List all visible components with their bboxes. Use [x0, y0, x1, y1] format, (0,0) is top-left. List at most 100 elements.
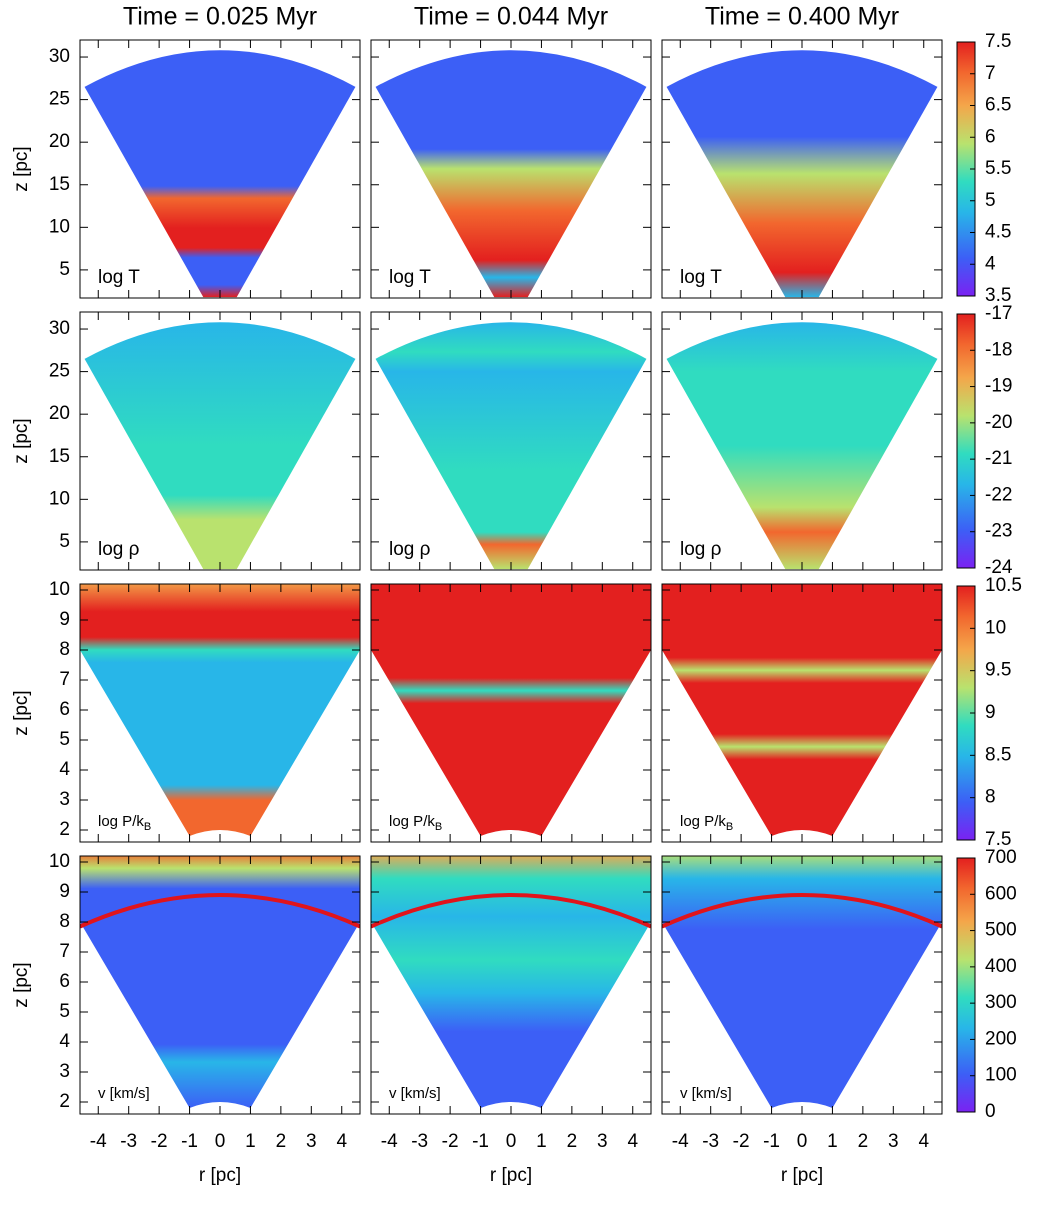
y-tick-label: 2: [59, 819, 70, 840]
x-tick-label: 3: [306, 1131, 317, 1152]
simulation-field: [80, 856, 360, 1108]
y-tick-label: 4: [59, 1031, 70, 1052]
x-tick-label: 4: [918, 1131, 929, 1152]
field-label: log P/kB: [98, 813, 151, 833]
x-tick-label: -3: [702, 1131, 719, 1152]
y-tick-label: 8: [59, 639, 70, 660]
y-tick-label: 5: [59, 531, 70, 552]
colorbar-tick-label: -22: [985, 484, 1012, 505]
simulation-field: [371, 856, 651, 1108]
x-tick-label: 0: [797, 1131, 808, 1152]
x-tick-label: 3: [597, 1131, 608, 1152]
field-label: v [km/s]: [680, 1085, 732, 1102]
field-label: log T: [680, 267, 722, 288]
colorbar-tick-label: -24: [985, 557, 1013, 578]
y-tick-label: 10: [49, 488, 70, 509]
y-axis-label: z [pc]: [11, 418, 32, 463]
shock-front: [80, 893, 360, 929]
column-title: Time = 0.400 Myr: [705, 3, 899, 31]
x-tick-label: 2: [567, 1131, 578, 1152]
x-tick-label: 3: [888, 1131, 899, 1152]
x-axis-label: r [pc]: [781, 1165, 823, 1186]
simulation-field: [662, 584, 942, 836]
x-tick-label: 0: [215, 1131, 226, 1152]
y-tick-label: 8: [59, 911, 70, 932]
x-axis-label: r [pc]: [490, 1165, 532, 1186]
y-tick-label: 20: [49, 131, 70, 152]
simulation-field: [375, 322, 647, 570]
x-tick-label: 1: [827, 1131, 838, 1152]
y-tick-label: 6: [59, 699, 70, 720]
colorbar-tick-label: 4: [985, 253, 996, 274]
x-tick-label: 1: [245, 1131, 256, 1152]
y-tick-label: 10: [49, 579, 70, 600]
y-tick-label: 10: [49, 216, 70, 237]
colorbar-tick-label: -21: [985, 448, 1012, 469]
colorbar-tick-label: 500: [985, 920, 1017, 941]
colorbar-tick-label: 3.5: [985, 285, 1011, 306]
y-tick-label: 20: [49, 403, 70, 424]
y-tick-label: 25: [49, 361, 70, 382]
colorbar-tick-label: 5.5: [985, 158, 1011, 179]
field-label: log P/kB: [680, 813, 733, 833]
x-tick-label: 4: [627, 1131, 638, 1152]
x-tick-label: -1: [472, 1131, 489, 1152]
x-tick-label: -3: [411, 1131, 428, 1152]
colorbar-tick-label: 400: [985, 956, 1017, 977]
y-axis-label: z [pc]: [11, 690, 32, 735]
colorbar-tick-label: 7: [985, 63, 996, 84]
field-label: log ρ: [389, 539, 431, 560]
y-axis-label: z [pc]: [11, 146, 32, 191]
y-tick-label: 25: [49, 89, 70, 110]
x-tick-label: -1: [181, 1131, 198, 1152]
colorbar-tick-label: 7.5: [985, 829, 1011, 850]
colorbar-tick-label: -18: [985, 339, 1012, 360]
colorbar-tick-label: -17: [985, 303, 1012, 324]
y-tick-label: 15: [49, 446, 70, 467]
x-axis-label: r [pc]: [199, 1165, 241, 1186]
shock-front: [662, 893, 942, 929]
colorbar-tick-label: 8: [985, 787, 996, 808]
simulation-field: [80, 584, 360, 836]
column-title: Time = 0.025 Myr: [123, 3, 317, 31]
colorbar-tick-label: 300: [985, 992, 1017, 1013]
colorbar-tick-label: 7.5: [985, 31, 1011, 52]
colorbar-tick-label: 200: [985, 1028, 1017, 1049]
y-tick-label: 7: [59, 941, 70, 962]
x-tick-label: -2: [442, 1131, 459, 1152]
simulation-field: [375, 50, 647, 298]
field-label: log T: [98, 267, 140, 288]
colorbar-tick-label: 5: [985, 190, 996, 211]
field-label: v [km/s]: [389, 1085, 441, 1102]
colorbar: [956, 857, 976, 1113]
x-tick-label: -4: [90, 1131, 107, 1152]
x-tick-label: 1: [536, 1131, 547, 1152]
x-tick-label: -2: [733, 1131, 750, 1152]
simulation-field: [666, 50, 938, 298]
simulation-field: [371, 584, 651, 836]
x-tick-label: -4: [381, 1131, 398, 1152]
simulation-field: [84, 50, 356, 298]
colorbar-tick-label: 9: [985, 702, 996, 723]
colorbar-tick-label: 600: [985, 883, 1017, 904]
simulation-field: [666, 322, 938, 570]
y-tick-label: 3: [59, 1061, 70, 1082]
colorbar-tick-label: 0: [985, 1101, 996, 1122]
colorbar-tick-label: 8.5: [985, 744, 1011, 765]
y-tick-label: 6: [59, 971, 70, 992]
field-label: log T: [389, 267, 431, 288]
colorbar-tick-label: 9.5: [985, 660, 1011, 681]
x-tick-label: -4: [672, 1131, 689, 1152]
colorbar-tick-label: -23: [985, 521, 1012, 542]
colorbar-tick-label: 100: [985, 1065, 1017, 1086]
x-tick-label: 0: [506, 1131, 517, 1152]
simulation-field: [662, 856, 942, 1108]
y-tick-label: 30: [49, 318, 70, 339]
colorbar-tick-label: -20: [985, 412, 1012, 433]
x-tick-label: 2: [858, 1131, 869, 1152]
shock-front: [371, 893, 651, 929]
field-label: log ρ: [680, 539, 722, 560]
colorbar-tick-label: 10.5: [985, 575, 1022, 596]
y-tick-label: 3: [59, 789, 70, 810]
y-tick-label: 5: [59, 259, 70, 280]
